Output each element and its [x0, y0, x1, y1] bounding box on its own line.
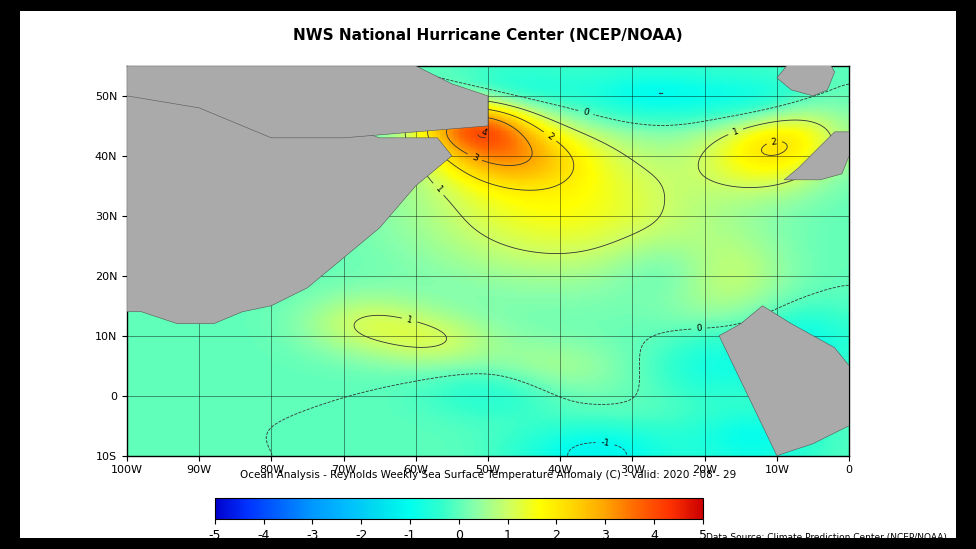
Polygon shape — [784, 132, 849, 180]
Polygon shape — [675, 0, 755, 18]
Text: 0: 0 — [696, 324, 703, 333]
Text: 1: 1 — [731, 126, 740, 137]
Text: 0: 0 — [582, 108, 590, 117]
Polygon shape — [777, 48, 834, 96]
Polygon shape — [127, 66, 488, 138]
Polygon shape — [127, 66, 452, 324]
Text: 1: 1 — [406, 315, 414, 325]
Text: 1: 1 — [433, 184, 444, 194]
Text: 2: 2 — [546, 131, 555, 142]
Text: -1: -1 — [600, 438, 610, 448]
Text: 2: 2 — [771, 137, 778, 147]
Text: 3: 3 — [470, 152, 479, 163]
Text: Ocean Analysis - Reynolds Weekly Sea Surface Temperature Anomaly (C) - valid: 20: Ocean Analysis - Reynolds Weekly Sea Sur… — [240, 470, 736, 480]
Text: Data Source: Climate Prediction Center (NCEP/NOAA): Data Source: Climate Prediction Center (… — [706, 534, 947, 542]
Polygon shape — [719, 306, 849, 456]
Text: 4: 4 — [480, 127, 489, 138]
Text: 0: 0 — [229, 225, 236, 234]
Text: NWS National Hurricane Center (NCEP/NOAA): NWS National Hurricane Center (NCEP/NOAA… — [293, 28, 683, 43]
Polygon shape — [380, 0, 546, 66]
